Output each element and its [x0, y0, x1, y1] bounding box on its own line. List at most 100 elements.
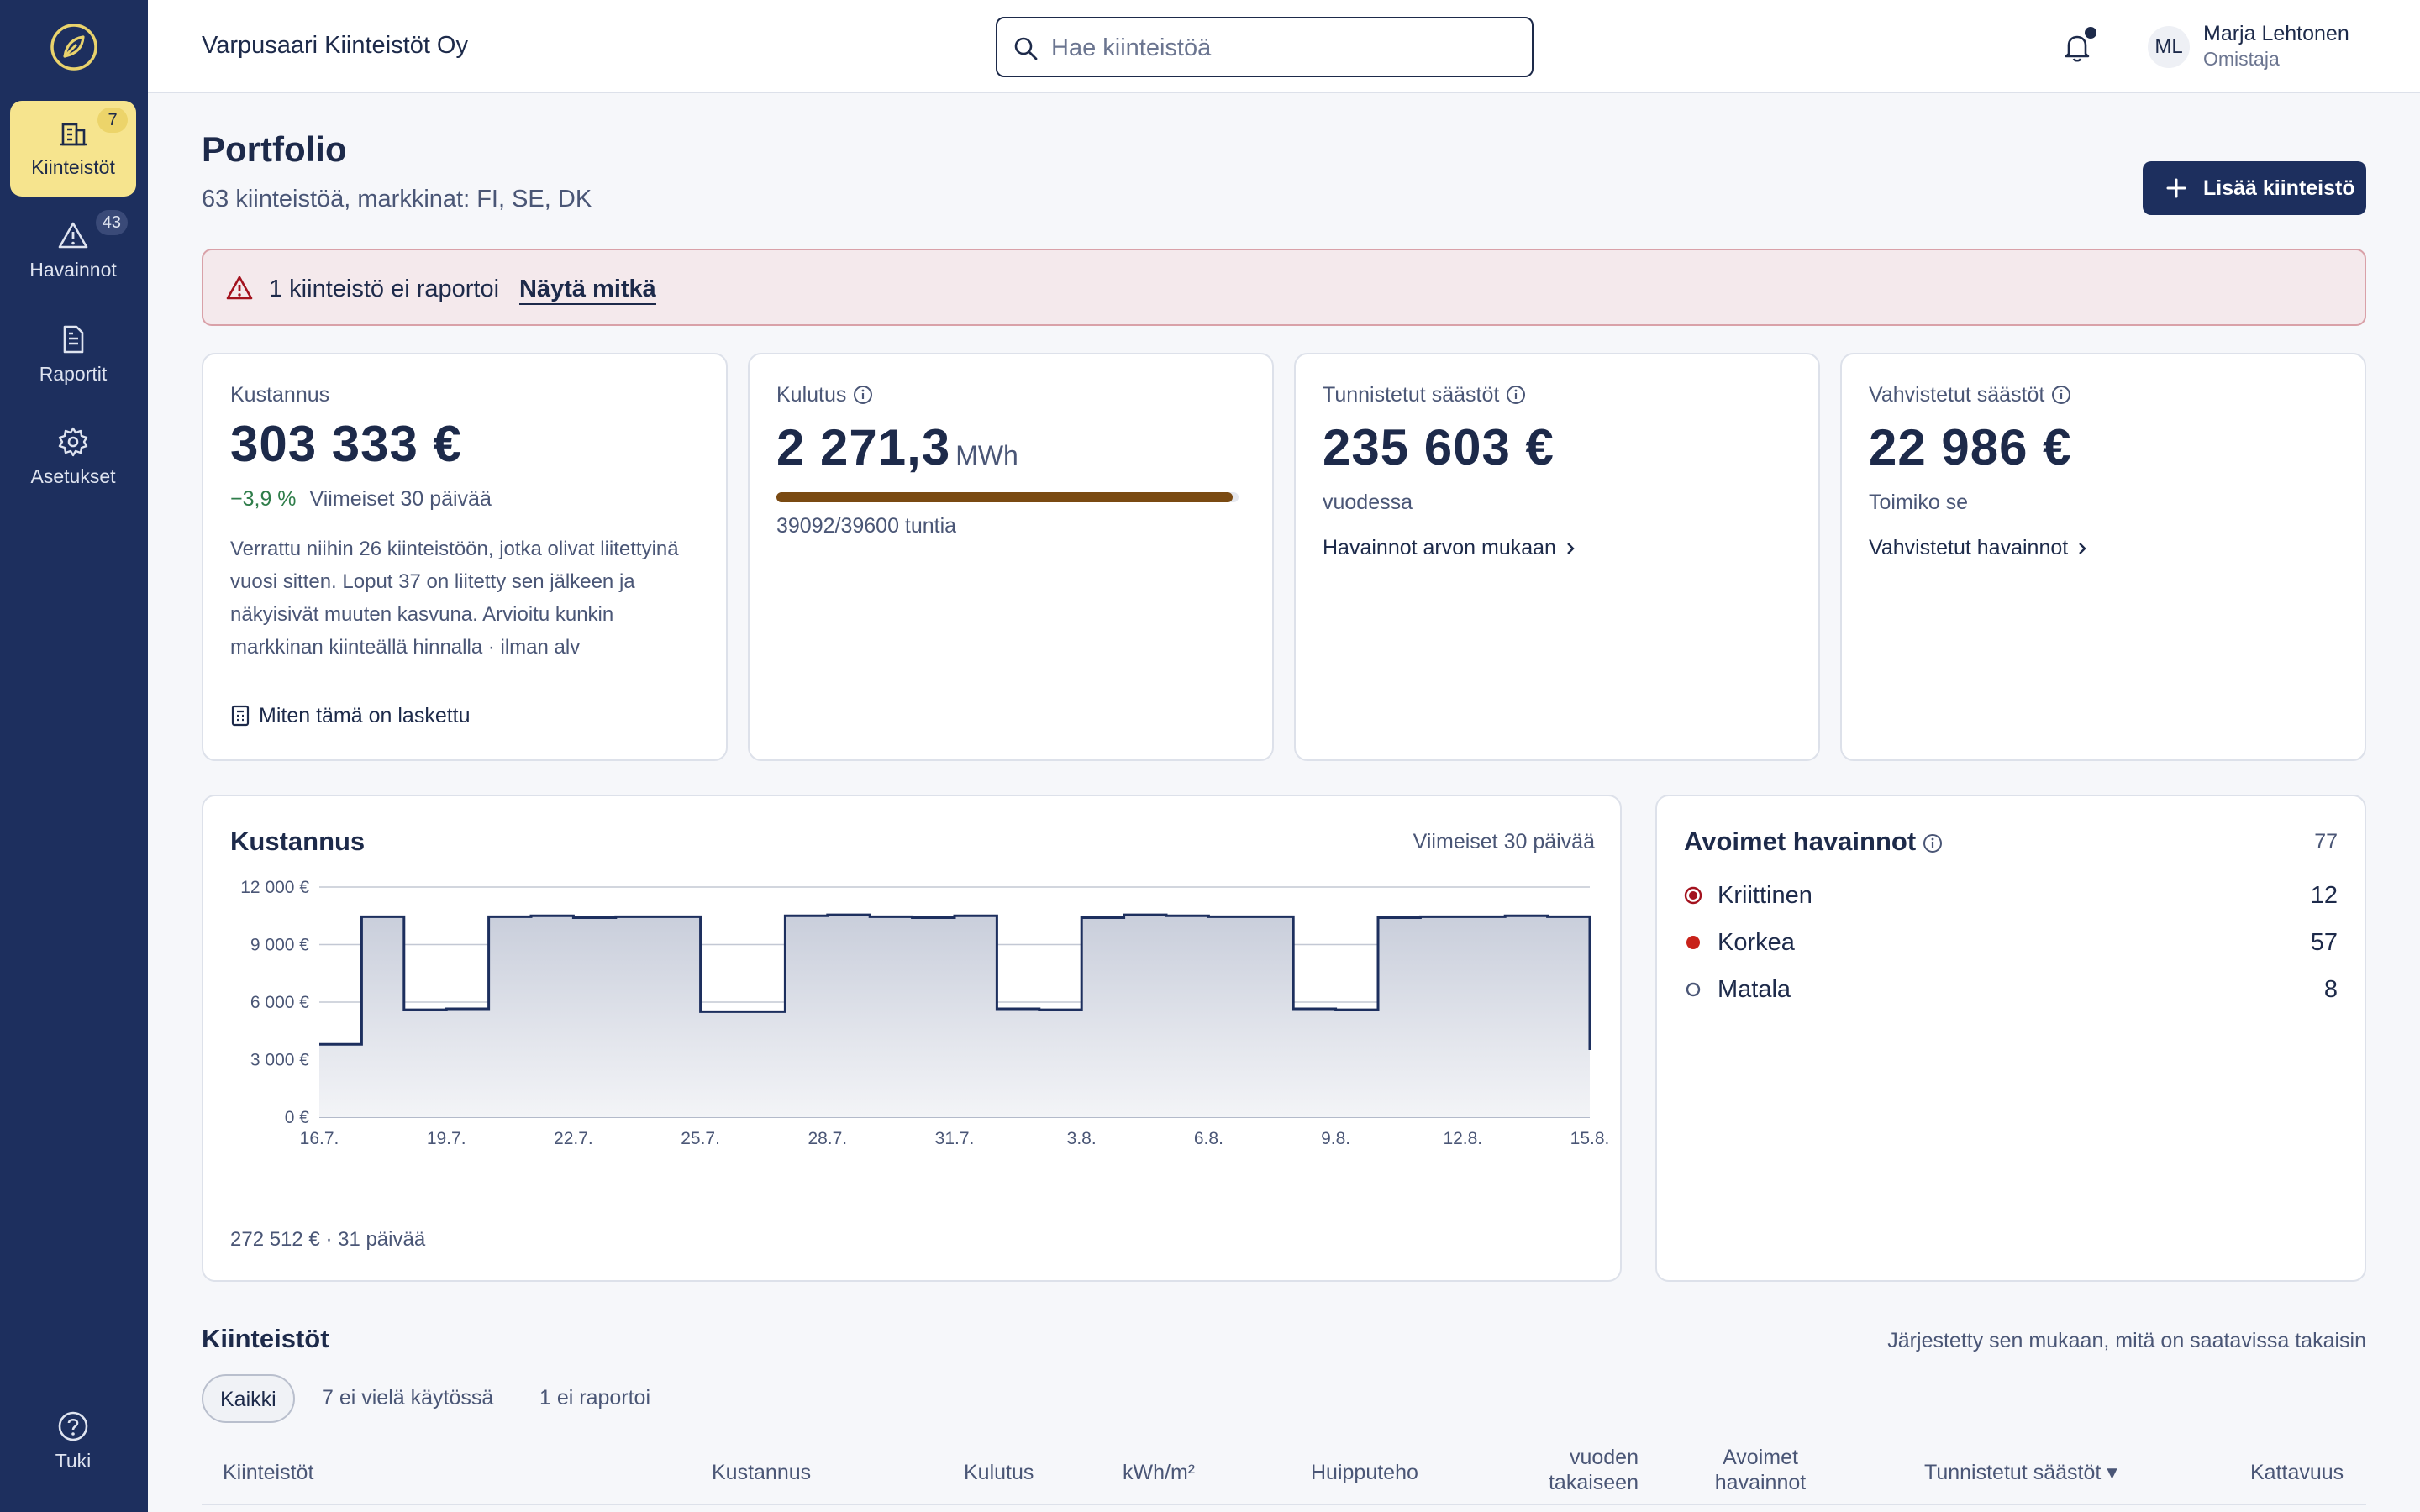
filter-all[interactable]: Kaikki	[202, 1374, 295, 1423]
y-tick-label: 6 000 €	[250, 993, 309, 1012]
observations-by-value-link[interactable]: Havainnot arvon mukaan	[1323, 536, 1578, 560]
column-header-name[interactable]: Kiinteistöt	[223, 1461, 314, 1484]
table-header-divider	[202, 1504, 2366, 1505]
column-header-coverage[interactable]: Kattavuus	[2250, 1461, 2344, 1484]
observation-row-critical[interactable]: Kriittinen 12	[1684, 879, 2338, 912]
info-icon[interactable]	[853, 385, 873, 405]
observations-total: 77	[2314, 830, 2338, 853]
chevron-right-icon	[2079, 543, 2086, 554]
sidebar-item-asetukset[interactable]: Asetukset	[10, 410, 136, 506]
column-header-identified-savings[interactable]: Tunnistetut säästöt ▾	[1924, 1461, 2118, 1484]
column-header-kwh-m2[interactable]: kWh/m²	[1123, 1461, 1196, 1484]
cost-day-bar[interactable]	[531, 916, 573, 1117]
x-tick-label: 31.7.	[935, 1129, 975, 1148]
cost-day-bar[interactable]	[913, 918, 955, 1117]
user-name[interactable]: Marja Lehtonen	[2203, 22, 2349, 45]
company-name: Varpusaari Kiinteistöt Oy	[202, 32, 468, 59]
column-header-peak[interactable]: Huipputeho	[1311, 1461, 1418, 1484]
cost-day-bar[interactable]	[955, 916, 997, 1117]
hours-progress-bar	[776, 492, 1239, 502]
avatar[interactable]: ML	[2148, 26, 2190, 68]
cost-day-bar[interactable]	[1081, 918, 1123, 1117]
warning-icon	[58, 222, 88, 249]
kpi-label: Vahvistetut säästöt	[1869, 383, 2045, 407]
verified-observations-link[interactable]: Vahvistetut havainnot	[1869, 536, 2090, 560]
cost-day-bar[interactable]	[658, 916, 700, 1117]
info-icon[interactable]	[1506, 385, 1526, 405]
kpi-label: Kulutus	[776, 383, 847, 407]
cost-day-bar[interactable]	[1463, 916, 1505, 1117]
cost-day-bar[interactable]	[743, 1011, 785, 1117]
cost-day-bar[interactable]	[1420, 916, 1462, 1117]
warning-icon	[226, 276, 253, 300]
kpi-description: Verrattu niihin 26 kiinteistöön, jotka o…	[230, 538, 679, 659]
observation-row-high[interactable]: Korkea 57	[1684, 926, 2338, 959]
hours-progress-fill	[776, 492, 1233, 502]
search-box[interactable]	[996, 17, 1534, 77]
logo-icon[interactable]	[49, 22, 99, 72]
cost-day-bar[interactable]	[1251, 916, 1293, 1117]
cost-day-bar[interactable]	[1124, 915, 1166, 1117]
info-icon[interactable]	[1923, 833, 1943, 853]
search-input[interactable]	[1051, 29, 1522, 67]
observation-label: Matala	[1718, 976, 1791, 1003]
cost-day-bar[interactable]	[573, 918, 615, 1117]
y-tick-label: 9 000 €	[250, 936, 309, 955]
sidebar-item-tuki[interactable]: Tuki	[10, 1394, 136, 1490]
properties-title: Kiinteistöt	[202, 1324, 329, 1353]
observation-row-low[interactable]: Matala 8	[1684, 973, 2338, 1006]
cost-day-bar[interactable]	[870, 916, 912, 1117]
cost-day-bar[interactable]	[1590, 916, 1620, 1117]
filter-not-in-use[interactable]: 7 ei vielä käytössä	[322, 1386, 494, 1410]
cost-day-bar[interactable]	[1293, 1009, 1335, 1117]
cost-day-bar[interactable]	[616, 916, 658, 1117]
kpi-sub: Toimiko se	[1869, 491, 1969, 514]
cost-day-bar[interactable]	[785, 916, 827, 1117]
show-which-link[interactable]: Näytä mitkä	[519, 276, 656, 305]
building-icon	[60, 123, 87, 146]
kpi-value: 303 333 €	[230, 416, 462, 472]
cost-day-bar[interactable]	[361, 916, 403, 1117]
sidebar-item-raportit[interactable]: Raportit	[10, 307, 136, 403]
column-header-open-observations[interactable]: Avoimet havainnot	[1697, 1445, 1823, 1495]
cost-day-bar[interactable]	[1166, 916, 1208, 1117]
cost-day-bar[interactable]	[701, 1011, 743, 1117]
header-line: Avoimet	[1723, 1446, 1798, 1469]
cost-series-line	[319, 913, 1591, 1050]
cost-day-bar[interactable]	[1548, 916, 1590, 1117]
cost-day-bar[interactable]	[319, 1044, 361, 1117]
observation-label: Korkea	[1718, 929, 1795, 956]
cost-day-bar[interactable]	[997, 1009, 1039, 1117]
cost-day-bar[interactable]	[489, 916, 531, 1117]
x-tick-label: 16.7.	[300, 1129, 339, 1148]
how-calculated-link[interactable]: Miten tämä on laskettu	[230, 704, 471, 728]
add-property-label: Lisää kiinteistö	[2203, 176, 2355, 200]
kpi-period: Viimeiset 30 päivää	[309, 487, 492, 511]
cost-day-bar[interactable]	[1336, 1010, 1378, 1117]
x-tick-label: 6.8.	[1194, 1129, 1223, 1148]
header-line: vuoden	[1569, 1446, 1639, 1469]
cost-day-bar[interactable]	[1378, 918, 1420, 1117]
sidebar-item-kiinteistot[interactable]: Kiinteistöt 7	[10, 101, 136, 197]
column-header-cost[interactable]: Kustannus	[712, 1461, 812, 1484]
cost-day-bar[interactable]	[1208, 916, 1250, 1117]
column-header-year-ago[interactable]: vuoden takaiseen	[1544, 1445, 1639, 1495]
sort-note: Järjestetty sen mukaan, mitä on saatavis…	[1887, 1329, 2366, 1352]
chevron-right-icon	[1567, 543, 1575, 554]
add-property-button[interactable]: Lisää kiinteistö	[2143, 161, 2366, 215]
bell-icon[interactable]	[2060, 30, 2094, 64]
kpi-label-row: Tunnistetut säästöt	[1323, 383, 1526, 407]
search-icon	[1014, 37, 1038, 60]
filter-not-reporting[interactable]: 1 ei raportoi	[539, 1386, 651, 1410]
sidebar-item-havainnot[interactable]: Havainnot 43	[10, 203, 136, 299]
cost-day-bar[interactable]	[1039, 1010, 1081, 1117]
cost-day-bar[interactable]	[446, 1009, 488, 1117]
column-header-consumption[interactable]: Kulutus	[964, 1461, 1034, 1484]
cost-day-bar[interactable]	[828, 915, 870, 1117]
cost-day-bar[interactable]	[1505, 916, 1547, 1117]
link-label: Havainnot arvon mukaan	[1323, 536, 1556, 559]
info-icon[interactable]	[2051, 385, 2071, 405]
kpi-delta: −3,9 %	[230, 487, 297, 511]
kpi-delta-row: −3,9 % Viimeiset 30 päivää	[230, 487, 492, 512]
cost-day-bar[interactable]	[404, 1010, 446, 1117]
